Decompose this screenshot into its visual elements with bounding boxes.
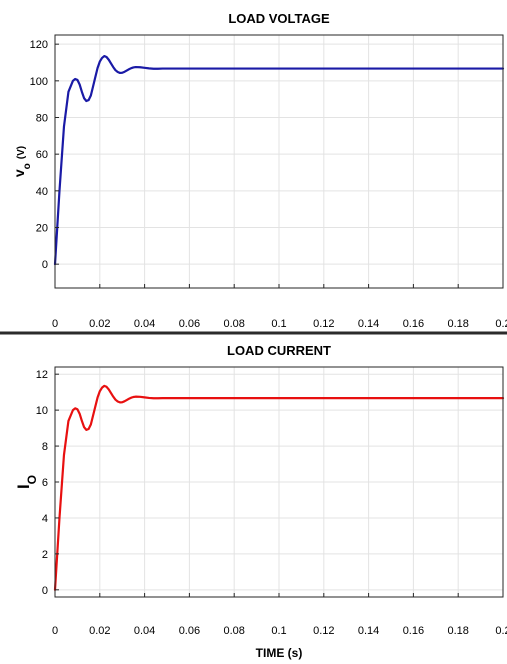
chart1-xtick-label-4: 0.08	[223, 318, 244, 330]
chart2-ytick-label-2: 4	[42, 513, 48, 525]
chart1-xtick-label-3: 0.06	[179, 318, 200, 330]
chart2-xtick-label-5: 0.1	[271, 625, 286, 637]
chart1-xtick-label-10: 0.2	[495, 318, 507, 330]
chart1-ylabel-subscript: o	[22, 163, 33, 169]
chart1-xtick-label-6: 0.12	[313, 318, 334, 330]
chart2-xtick-label-6: 0.12	[313, 625, 334, 637]
chart2-ytick-label-1: 2	[42, 549, 48, 561]
chart2-title: LOAD CURRENT	[227, 343, 331, 358]
chart1-ytick-label-4: 80	[36, 113, 48, 125]
chart1-ytick-label-5: 100	[30, 76, 48, 88]
chart1-xtick-label-5: 0.1	[271, 318, 286, 330]
chart2-xtick-label-7: 0.14	[358, 625, 379, 637]
chart2-xtick-label-9: 0.18	[447, 625, 468, 637]
chart2-series-line-0	[53, 384, 505, 591]
chart1-ylabel: vo (V)	[11, 146, 33, 177]
chart1-ytick-label-1: 20	[36, 223, 48, 235]
chart1-ytick-label-6: 120	[30, 39, 48, 51]
chart2-ytick-label-4: 8	[42, 441, 48, 453]
chart1-ytick-label-3: 60	[36, 149, 48, 161]
chart2-ytick-label-3: 6	[42, 477, 48, 489]
chart1-ytick-label-0: 0	[42, 259, 48, 271]
chart1-xtick-label-2: 0.04	[134, 318, 155, 330]
chart2-ytick-label-0: 0	[42, 585, 48, 597]
chart1-xtick-label-8: 0.16	[403, 318, 424, 330]
chart2-xlabel: TIME (s)	[256, 646, 303, 660]
chart2-xtick-label-10: 0.2	[495, 625, 507, 637]
chart1-ytick-label-2: 40	[36, 186, 48, 198]
chart2-xtick-label-8: 0.16	[403, 625, 424, 637]
chart1-xtick-label-0: 0	[52, 318, 58, 330]
chart2-xtick-label-3: 0.06	[179, 625, 200, 637]
chart2-ytick-label-5: 10	[36, 405, 48, 417]
chart2-ylabel: IO	[14, 475, 39, 489]
chart1-xtick-label-9: 0.18	[447, 318, 468, 330]
chart2-ylabel-main: I	[14, 484, 33, 489]
chart2-xtick-label-4: 0.08	[223, 625, 244, 637]
chart1-series-line-0	[53, 54, 505, 266]
chart1-xtick-label-7: 0.14	[358, 318, 379, 330]
chart2-ylabel-subscript: O	[25, 475, 39, 484]
chart2-xtick-label-1: 0.02	[89, 625, 110, 637]
chart1-title: LOAD VOLTAGE	[228, 11, 330, 26]
chart1-ylabel-main: v	[11, 169, 27, 177]
chart1-xtick-label-1: 0.02	[89, 318, 110, 330]
chart2-xtick-label-2: 0.04	[134, 625, 155, 637]
chart2-xtick-label-0: 0	[52, 625, 58, 637]
chart2-ytick-label-6: 12	[36, 369, 48, 381]
chart1-ylabel-unit: (V)	[16, 146, 27, 159]
